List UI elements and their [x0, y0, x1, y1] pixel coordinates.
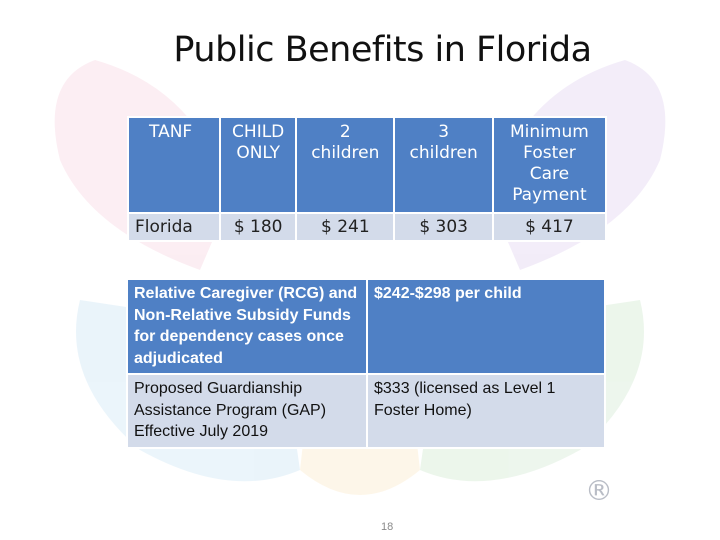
subsidy-program-cell: Relative Caregiver (RCG) and Non-Relativ… [126, 278, 368, 375]
tanf-header-cell: 3 children [393, 116, 494, 214]
registered-mark: ® [585, 474, 613, 507]
subsidy-row: Relative Caregiver (RCG) and Non-Relativ… [126, 278, 606, 375]
tanf-data-cell: $ 241 [295, 212, 396, 242]
subsidy-amount-cell: $333 (licensed as Level 1 Foster Home) [366, 373, 606, 449]
subsidy-row: Proposed Guardianship Assistance Program… [126, 373, 606, 449]
tanf-data-cell: Florida [126, 212, 222, 242]
page-number: 18 [381, 521, 394, 533]
tanf-header-cell: 2 children [295, 116, 396, 214]
tanf-header-row: TANF CHILD ONLY 2 children 3 children Minim… [126, 116, 608, 214]
tanf-data-row: Florida $ 180 $ 241 $ 303 $ 417 [126, 212, 608, 242]
tanf-benefits-table: TANF CHILD ONLY 2 children 3 children Minim… [126, 116, 608, 242]
subsidy-amount-cell: $242-$298 per child [366, 278, 606, 375]
page-title: Public Benefits in Florida [173, 30, 592, 70]
tanf-data-cell: $ 417 [491, 212, 608, 242]
tanf-data-cell: $ 303 [393, 212, 494, 242]
subsidy-table: Relative Caregiver (RCG) and Non-Relativ… [126, 278, 606, 449]
tanf-header-cell: TANF [126, 116, 222, 214]
tanf-data-cell: $ 180 [219, 212, 298, 242]
tanf-header-cell: Minimum Foster Care Payment [491, 116, 608, 214]
subsidy-program-cell: Proposed Guardianship Assistance Program… [126, 373, 368, 449]
tanf-header-cell: CHILD ONLY [219, 116, 298, 214]
